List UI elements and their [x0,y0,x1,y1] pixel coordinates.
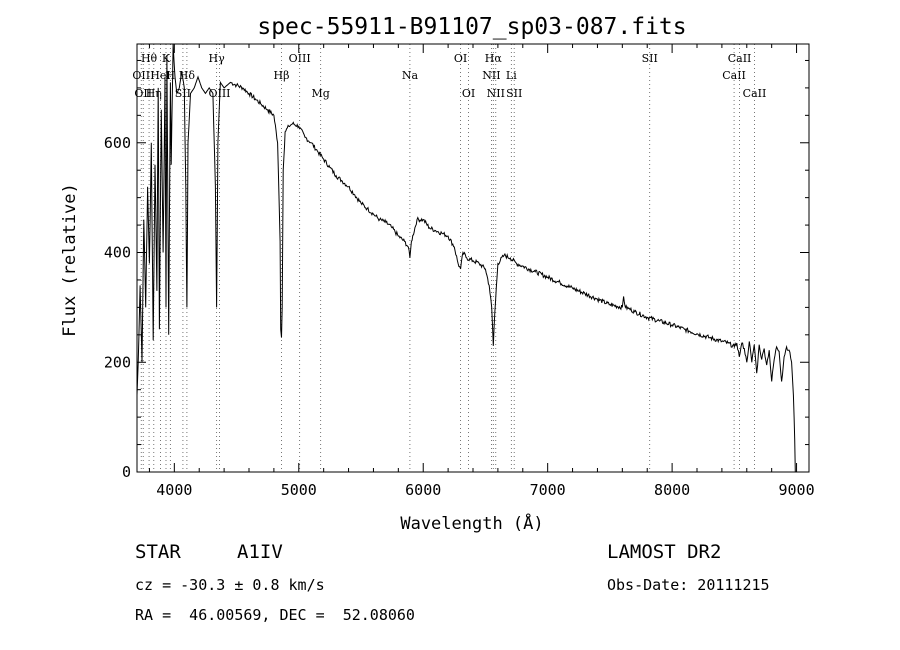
x-axis-label: Wavelength (Å) [400,512,543,534]
redshift-cz: cz = -30.3 ± 0.8 km/s [135,576,325,594]
line-label-25: CaII [743,87,767,100]
plot-frame [136,43,810,473]
line-label-3: Hη [146,87,162,100]
axes: 4000 5000 6000 7000 8000 9000 0 200 400 600 [104,43,815,499]
line-label-21: SII [506,87,522,100]
line-label-16: OI [462,87,475,100]
observation-date: Obs-Date: 20111215 [607,576,770,594]
survey-name: LAMOST DR2 [607,541,722,563]
coordinates: RA = 46.00569, DEC = 52.08060 [135,606,415,624]
y-tick-label-600: 600 [104,134,131,152]
line-label-18: Hα [485,52,503,65]
x-tick-label-9000: 9000 [778,481,814,499]
line-label-2: Hθ [141,52,158,65]
line-label-22: SII [642,52,658,65]
spectral-line-markers: OIIOIIHθHηHeIKHSIIHδHγOIIIHβOIIIMgNaOIOI… [132,44,766,472]
line-label-17: NII [482,69,500,82]
line-label-24: CaII [728,52,752,65]
x-tick-label-8000: 8000 [654,481,690,499]
x-tick-label-4000: 4000 [156,481,192,499]
y-axis-label: Flux (relative) [60,183,80,337]
line-label-23: CaII [722,69,746,82]
line-label-20: Li [506,69,517,82]
x-tick-label-7000: 7000 [530,481,566,499]
line-label-15: OI [454,52,467,65]
line-label-14: Na [402,69,419,82]
spectrum-series-line [136,43,796,473]
y-tick-label-200: 200 [104,353,131,371]
line-label-13: Mg [312,87,330,100]
x-tick-label-5000: 5000 [281,481,317,499]
line-label-9: Hγ [209,52,226,65]
line-label-11: Hβ [274,69,290,82]
line-label-5: K [162,52,171,65]
x-tick-label-6000: 6000 [405,481,441,499]
line-label-19: NII [487,87,505,100]
object-class: STAR [135,541,181,563]
y-tick-label-0: 0 [122,463,131,481]
object-subclass: A1IV [237,541,283,563]
line-label-12: OIII [289,52,311,65]
y-tick-label-400: 400 [104,244,131,262]
chart-title: spec-55911-B91107_sp03-087.fits [257,14,686,40]
line-label-1: OII [134,87,152,100]
line-label-0: OII [132,69,150,82]
line-label-6: H [166,69,176,82]
